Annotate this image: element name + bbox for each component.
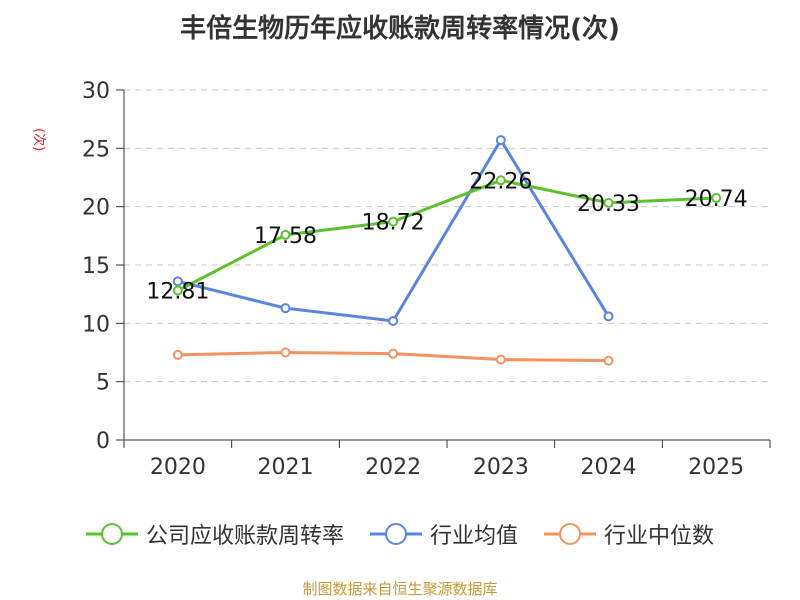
legend-swatch-icon [544,523,596,545]
data-labels: 12.81 17.58 18.72 22.26 20.33 20.74 [146,169,747,304]
legend-label: 公司应收账款周转率 [145,524,344,549]
data-label: 18.72 [362,211,425,236]
legend-item: 行业中位数 [544,518,714,550]
legend-label: 行业中位数 [604,524,715,549]
x-tick-label: 2025 [688,455,744,480]
legend-swatch-icon [85,523,138,545]
data-point [388,216,399,227]
data-point [280,229,291,240]
data-label: 20.33 [577,192,640,217]
y-tick-label: 5 [96,371,110,396]
data-point [388,348,399,359]
data-label: 12.81 [146,280,209,305]
x-tick-label: 2021 [258,455,314,480]
series-line [177,178,717,292]
x-tick-label: 2020 [150,455,206,480]
data-label: 22.26 [469,169,532,194]
data-point [388,316,399,326]
data-point [495,354,506,365]
data-point [495,175,506,186]
x-tick-label: 2024 [581,455,637,480]
legend-item: 行业均值 [369,518,518,550]
data-point [172,276,183,287]
y-tick-label: 10 [82,312,110,337]
y-tick-label: 0 [96,429,110,454]
legend-label: 行业均值 [429,524,518,549]
data-point [603,355,614,366]
y-tick-label: 15 [82,254,110,279]
data-point [603,197,614,208]
data-label: 17.58 [254,224,317,249]
data-point [172,349,183,360]
y-tick-label: 30 [82,79,110,104]
data-point [280,347,291,358]
data-point [603,311,614,322]
data-label: 20.74 [685,187,748,212]
legend: 公司应收账款周转率 行业均值 行业中位数 [0,518,800,550]
y-tick-label: 20 [82,196,110,221]
data-point [495,135,506,146]
source-note: 制图数据来自恒生聚源数据库 [302,580,498,598]
data-point [280,303,291,314]
grid-lines [124,89,770,383]
data-point [172,285,183,296]
y-tick-label: 25 [82,137,110,162]
series-lines [172,135,722,366]
data-point [711,193,722,204]
x-tick-label: 2023 [473,455,529,480]
legend-item: 公司应收账款周转率 [85,518,344,550]
legend-swatch-icon [369,523,422,545]
x-tick-label: 2022 [365,455,421,480]
chart-title: 丰倍生物历年应收账款周转率情况(次) [180,14,620,44]
